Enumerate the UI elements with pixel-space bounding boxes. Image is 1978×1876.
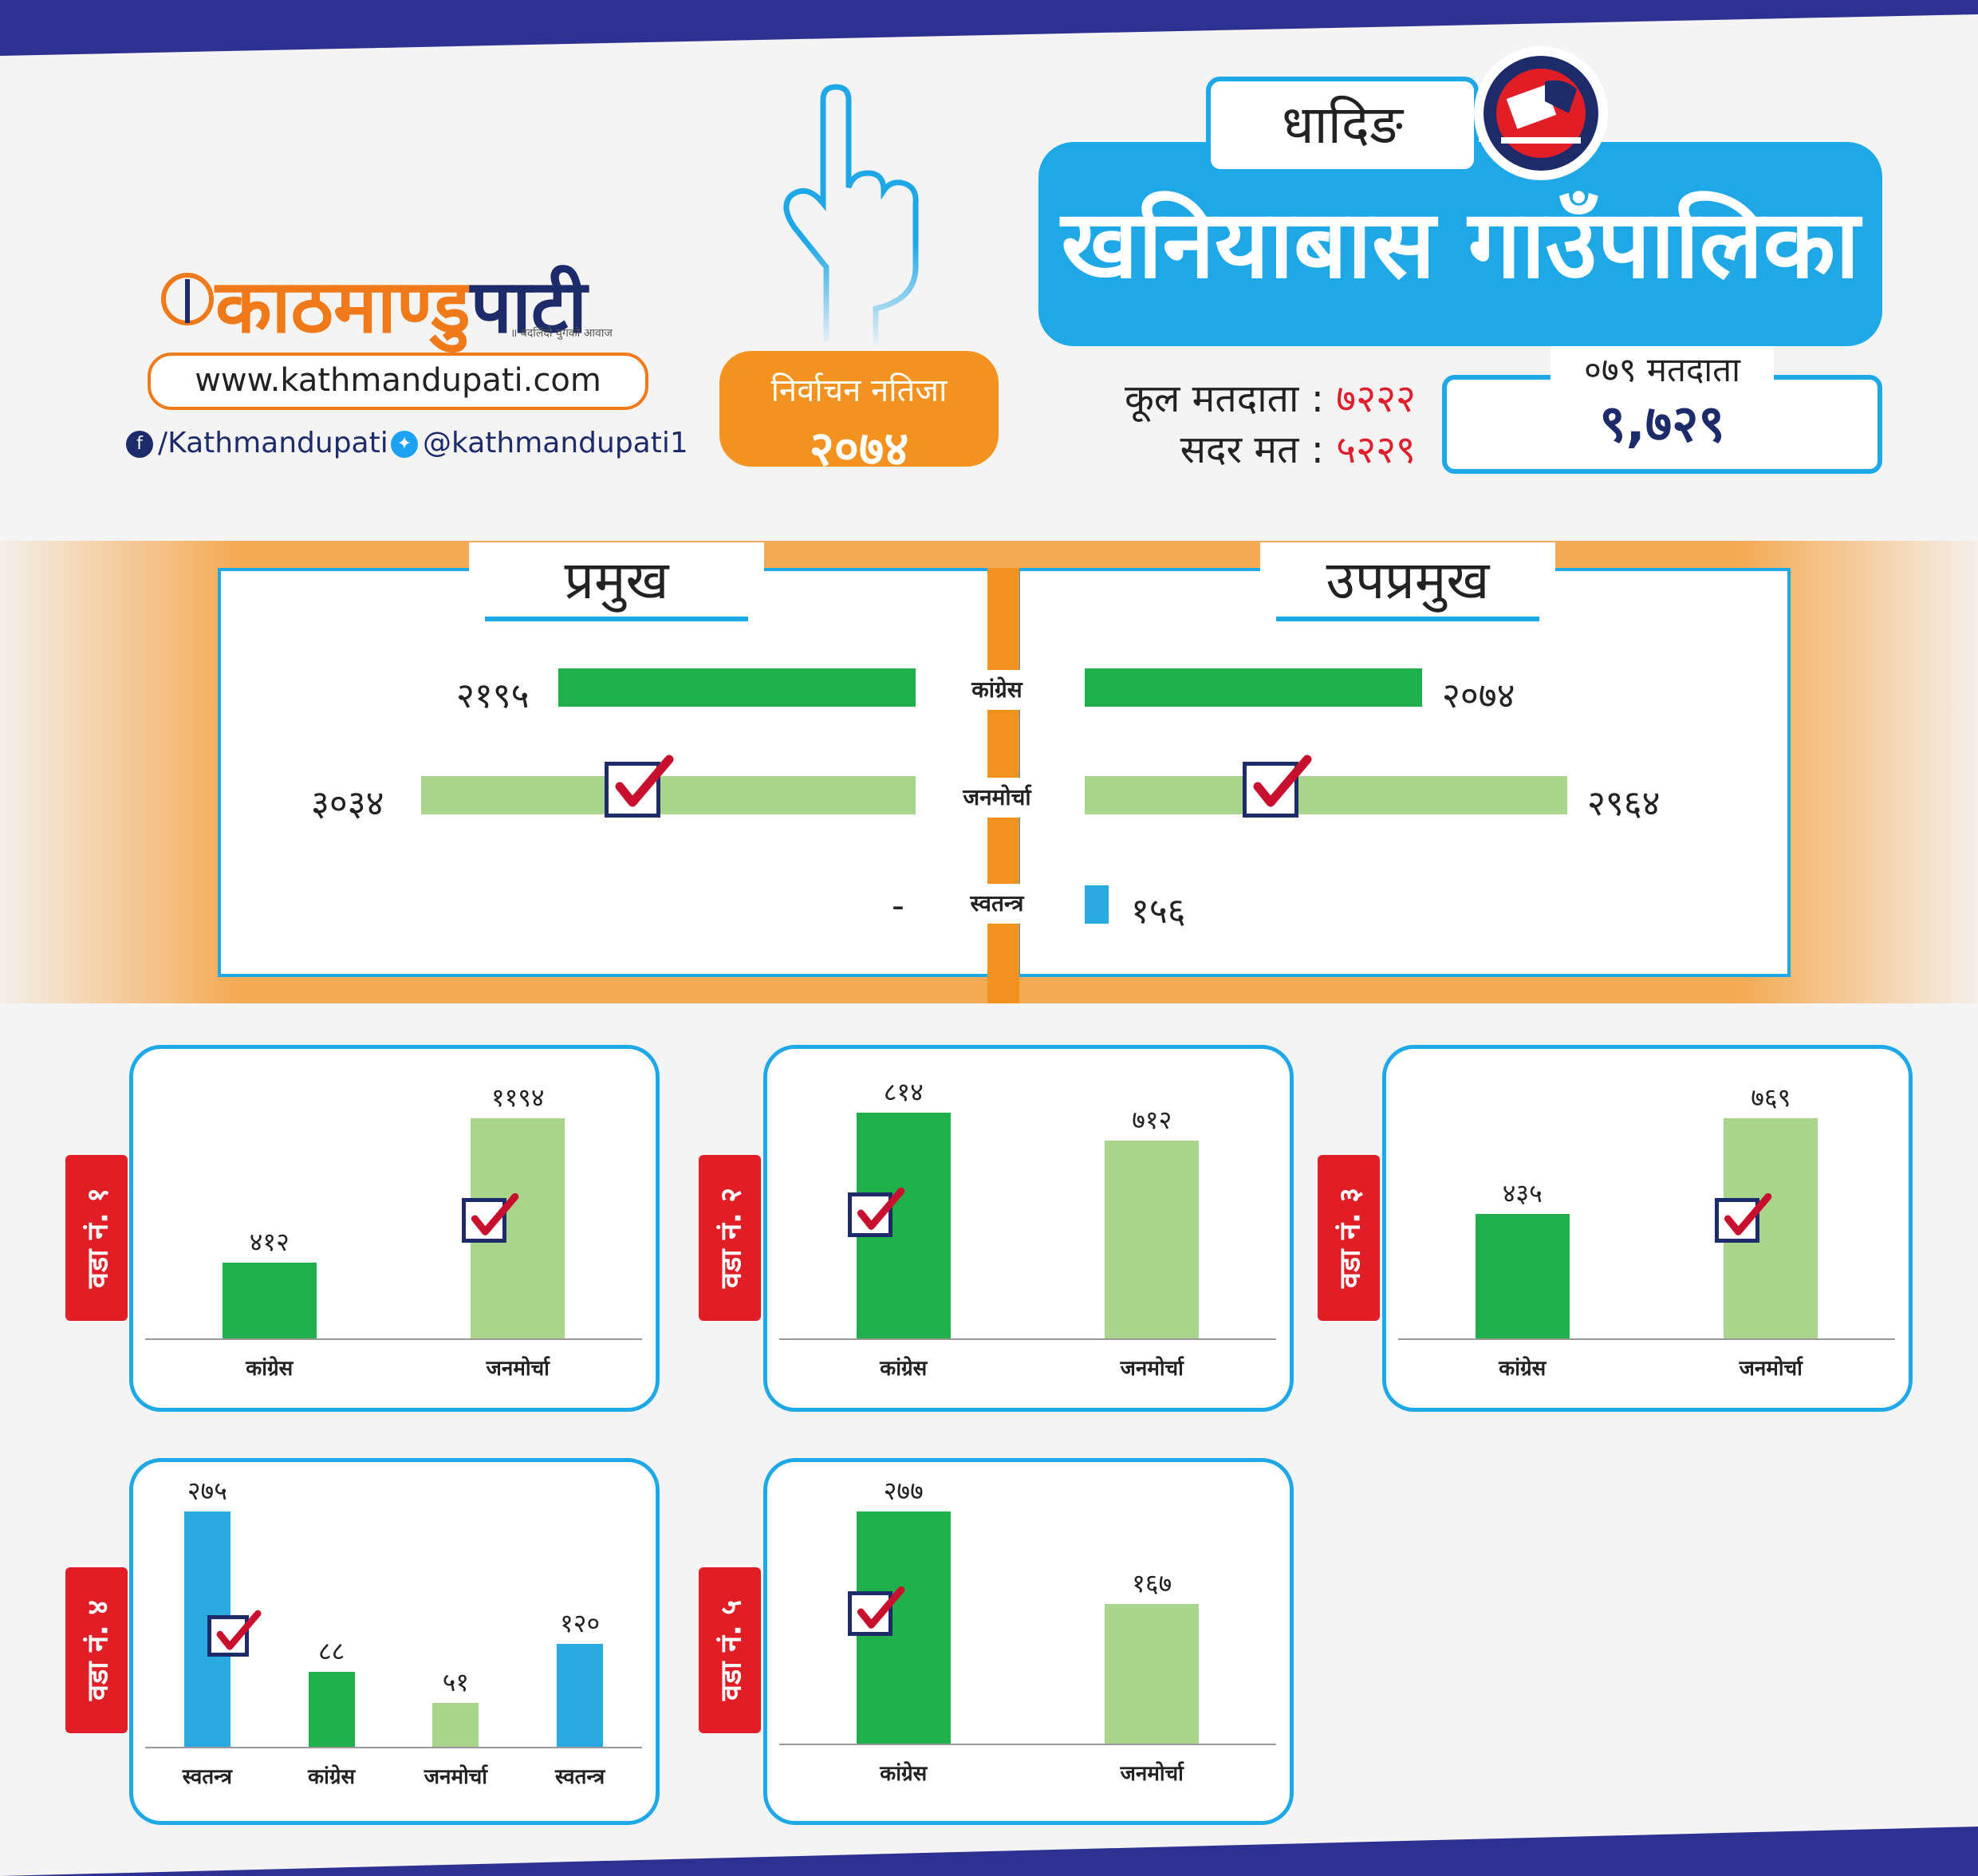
ward-4-category-3: जनमोर्चा	[424, 1765, 487, 1789]
deputy-morcha-value: २९६४	[1587, 783, 1661, 824]
ward-3-category-2: जनमोर्चा	[1739, 1357, 1803, 1381]
voting-finger-icon	[783, 84, 919, 347]
ward-4-bar-2	[308, 1671, 355, 1747]
deputy-morcha-bar	[1085, 776, 1567, 814]
ward-3-baseline	[1398, 1338, 1895, 1340]
ward-1-bar-1	[222, 1262, 317, 1338]
ward-3-value-1: ४३५	[1502, 1177, 1543, 1208]
ward-3-category-1: कांग्रेस	[1499, 1357, 1547, 1381]
ward-2-value-2: ७१२	[1132, 1105, 1172, 1136]
ward-4-bar-3	[432, 1703, 479, 1747]
ward-4-value-1: २७५	[187, 1476, 227, 1506]
ward-3-winner-check-icon	[1715, 1192, 1772, 1243]
ward-4-tab: वडा नं. ४	[65, 1567, 128, 1733]
ward-5-winner-check-icon	[847, 1586, 905, 1636]
ward-4-value-2: ८८	[317, 1635, 345, 1666]
voters-box: ०७९ मतदाता ९,७२९	[1442, 346, 1882, 474]
district-name: धादिङ	[1206, 77, 1479, 174]
election-result-badge: निर्वाचन नतिजा २०७४	[719, 351, 999, 477]
valid-votes-row: सदर मत : ५२२९	[1180, 428, 1416, 472]
mayor-independent-value: -	[892, 885, 904, 926]
ward-5-category-1: कांग्रेस	[880, 1762, 928, 1786]
ward-1-winner-check-icon	[462, 1192, 519, 1243]
deputy-title: उपप्रमुख	[1260, 542, 1555, 621]
ward-2-bar-2	[1105, 1141, 1200, 1338]
top-band	[0, 0, 1978, 56]
mayor-morcha-bar	[421, 776, 916, 814]
ward-5-category-2: जनमोर्चा	[1120, 1762, 1184, 1786]
ward-2-tab: वडा नं. २	[699, 1155, 761, 1321]
brand-name: काठमाण्डुपाटी	[215, 264, 587, 349]
ward-4-value-4: १२०	[560, 1608, 601, 1639]
ward-2-card	[763, 1045, 1294, 1412]
ward-2-baseline	[779, 1338, 1276, 1340]
ward-2-winner-check-icon	[847, 1187, 905, 1237]
voters-box-value: ९,७२९	[1599, 395, 1725, 454]
brand-logo	[156, 263, 214, 327]
ward-5-bar-2	[1105, 1603, 1200, 1744]
ward-4-value-3: ५१	[442, 1667, 470, 1698]
ward-1-category-2: जनमोर्चा	[486, 1357, 550, 1381]
ballot-box-icon	[1474, 46, 1608, 180]
twitter-icon: ✦	[391, 431, 418, 458]
ward-4-baseline	[145, 1747, 642, 1748]
ward-4-category-2: कांग्रेस	[308, 1765, 356, 1789]
summary-party-congress: कांग्रेस	[949, 670, 1045, 710]
ward-3-tab: वडा नं. ३	[1318, 1155, 1380, 1321]
ward-5-baseline	[779, 1744, 1276, 1745]
deputy-independent-value: १५६	[1131, 891, 1186, 932]
mayor-congress-value: २१९५	[456, 676, 530, 716]
brand-tagline: ॥ बदलिंदो युगको आवाज	[510, 327, 613, 340]
ward-4-category-4: स्वतन्त्र	[555, 1765, 605, 1789]
ward-2-category-2: जनमोर्चा	[1120, 1357, 1184, 1381]
ward-4-winner-check-icon	[207, 1610, 262, 1657]
ward-1-card	[129, 1045, 660, 1412]
ward-1-value-1: ४१२	[249, 1226, 290, 1257]
mayor-congress-bar	[558, 668, 916, 707]
bottom-band	[0, 1827, 1978, 1876]
deputy-winner-check-icon	[1243, 755, 1312, 818]
mayor-morcha-value: ३०३४	[311, 783, 384, 824]
total-voters-row: कूल मतदाता : ७२२२	[1125, 376, 1416, 421]
ward-4-bar-4	[557, 1644, 604, 1747]
twitter-link[interactable]: ✦ @kathmandupati1	[391, 427, 688, 459]
ward-5-tab: वडा नं. ५	[699, 1567, 761, 1733]
ward-3-card	[1382, 1045, 1913, 1412]
ward-2-value-1: ८१४	[883, 1077, 924, 1107]
ward-1-tab: वडा नं. १	[65, 1155, 128, 1321]
ward-3-bar-1	[1475, 1213, 1570, 1338]
mayor-title: प्रमुख	[469, 542, 764, 621]
deputy-congress-bar	[1085, 668, 1422, 707]
ward-1-value-2: ११९४	[491, 1082, 545, 1113]
deputy-independent-bar	[1085, 885, 1109, 924]
facebook-icon: f	[126, 431, 153, 458]
ward-4-category-1: स्वतन्त्र	[182, 1765, 232, 1789]
ward-5-value-2: १६७	[1132, 1567, 1172, 1598]
mayor-winner-check-icon	[605, 755, 674, 818]
voters-box-label: ०७९ मतदाता	[1550, 346, 1774, 392]
summary-party-morcha: जनमोर्चा	[949, 778, 1045, 818]
deputy-congress-value: २०७४	[1442, 676, 1515, 716]
ward-5-value-1: २७७	[883, 1476, 924, 1506]
website-link[interactable]: www.kathmandupati.com	[148, 353, 648, 410]
municipality-title: खनियाबास गाउँपालिका	[1038, 142, 1882, 346]
ward-1-baseline	[145, 1338, 642, 1340]
ward-3-value-2: ७६९	[1751, 1082, 1791, 1113]
ward-2-category-1: कांग्रेस	[880, 1357, 928, 1381]
vote-stats: कूल मतदाता : ७२२२ सदर मत : ५२२९	[1033, 373, 1416, 475]
summary-party-independent: स्वतन्त्र	[949, 884, 1045, 924]
facebook-link[interactable]: f/Kathmandupati	[126, 427, 388, 459]
ward-5-card	[763, 1458, 1294, 1825]
ward-1-category-1: कांग्रेस	[246, 1357, 294, 1381]
